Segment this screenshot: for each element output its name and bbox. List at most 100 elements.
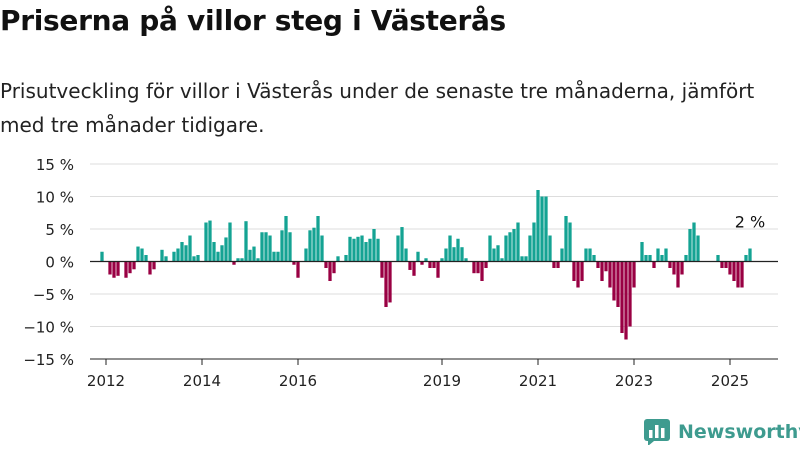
- bar: [444, 248, 448, 262]
- bar: [528, 235, 532, 262]
- bar: [692, 222, 696, 262]
- bar: [720, 261, 724, 268]
- y-tick-label: −15 %: [23, 351, 74, 369]
- bar: [748, 248, 752, 262]
- bar: [740, 261, 744, 288]
- bar-chart-icon: [644, 419, 670, 445]
- bar: [604, 261, 608, 272]
- bar: [216, 251, 220, 262]
- bar: [648, 255, 652, 262]
- newsworthy-logo: Newsworthy: [644, 419, 800, 445]
- bar: [144, 255, 148, 262]
- bar: [632, 261, 636, 288]
- bar: [564, 216, 568, 262]
- bar: [592, 255, 596, 262]
- bar: [688, 229, 692, 262]
- bar: [728, 261, 732, 275]
- bar: [640, 242, 644, 262]
- bar: [644, 255, 648, 262]
- bar: [556, 261, 560, 268]
- bar: [128, 261, 132, 274]
- bar: [224, 237, 228, 262]
- bar: [656, 248, 660, 262]
- bar: [316, 216, 320, 262]
- bar: [324, 261, 328, 268]
- bar: [272, 251, 276, 262]
- bar: [304, 248, 308, 262]
- bar: [464, 258, 468, 262]
- bar: [652, 261, 656, 268]
- y-tick-label: 0 %: [45, 254, 74, 272]
- bar: [148, 261, 152, 275]
- bar: [452, 247, 456, 262]
- bar: [288, 232, 292, 262]
- bar: [352, 238, 356, 262]
- x-tick-label: 2023: [615, 372, 653, 390]
- bar: [432, 261, 436, 268]
- bar: [308, 230, 312, 262]
- y-tick-label: 5 %: [45, 221, 74, 239]
- bar: [456, 238, 460, 262]
- bar: [572, 261, 576, 281]
- bar: [240, 258, 244, 262]
- bar: [400, 227, 404, 262]
- bar: [676, 261, 680, 288]
- bar: [356, 236, 360, 262]
- x-tick-label: 2025: [711, 372, 749, 390]
- bar: [396, 235, 400, 262]
- bar: [256, 258, 260, 262]
- bar: [736, 261, 740, 288]
- bar: [208, 220, 212, 262]
- bar: [424, 258, 428, 262]
- bar: [616, 261, 620, 307]
- bar: [132, 261, 136, 270]
- bar: [172, 251, 176, 262]
- bar: [484, 261, 488, 268]
- bar: [460, 247, 464, 262]
- bar: [516, 222, 520, 262]
- x-tick-label: 2019: [423, 372, 461, 390]
- bar: [472, 261, 476, 274]
- bar: [260, 232, 264, 262]
- bar: [344, 255, 348, 262]
- x-tick-label: 2021: [519, 372, 557, 390]
- bar: [332, 261, 336, 274]
- bar: [440, 258, 444, 262]
- bar: [540, 196, 544, 262]
- bar: [268, 235, 272, 262]
- x-tick-label: 2016: [279, 372, 317, 390]
- bar: [220, 245, 224, 262]
- bar: [492, 248, 496, 262]
- y-tick-label: −5 %: [33, 286, 74, 304]
- brand-name: Newsworthy: [678, 421, 800, 443]
- bar: [140, 248, 144, 262]
- bar: [192, 256, 196, 262]
- bar: [292, 261, 296, 265]
- bar: [420, 261, 424, 265]
- bar: [252, 246, 256, 262]
- bar: [608, 261, 612, 288]
- bar: [164, 256, 168, 262]
- bar: [376, 238, 380, 262]
- bar: [664, 248, 668, 262]
- bar: [732, 261, 736, 281]
- bar: [368, 238, 372, 262]
- bar: [184, 245, 188, 262]
- x-axis: 2012 2014 2016 2019 2021 2023 2025: [87, 358, 778, 390]
- bar: [384, 261, 388, 307]
- bar: [508, 232, 512, 262]
- annotation-label: 2 %: [735, 213, 765, 232]
- bar: [204, 222, 208, 262]
- bar: [160, 249, 164, 262]
- bar: [668, 261, 672, 268]
- annotation: 2 %: [735, 213, 765, 232]
- bar: [544, 196, 548, 262]
- bar: [520, 256, 524, 262]
- bar: [284, 216, 288, 262]
- bar: [596, 261, 600, 268]
- bar: [524, 256, 528, 262]
- bar: [680, 261, 684, 275]
- bar: [620, 261, 624, 333]
- bar: [672, 261, 676, 275]
- bar: [500, 258, 504, 262]
